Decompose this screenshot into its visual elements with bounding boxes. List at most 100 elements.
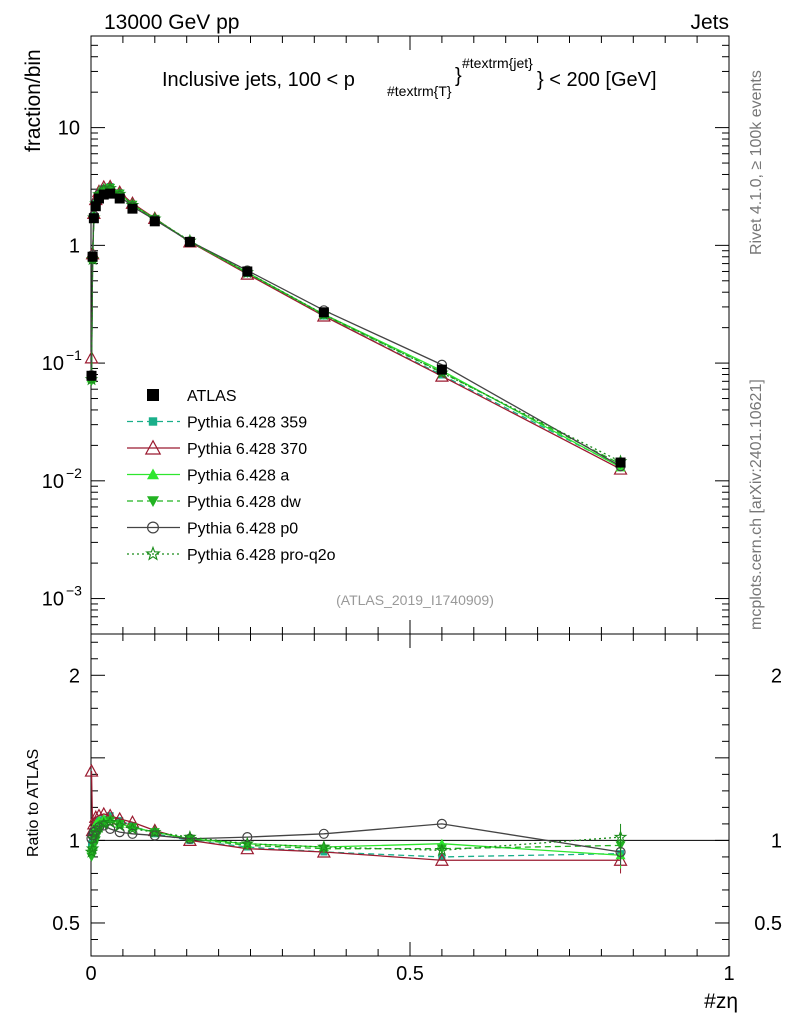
legend-label: Pythia 6.428 359 — [187, 415, 307, 432]
series-ratio-line — [90, 819, 621, 858]
x-tick-label: 0 — [85, 963, 96, 985]
axis-ticks — [90, 35, 730, 957]
y-axis-label: fraction/bin — [22, 49, 45, 152]
marker-triangle-down — [127, 823, 138, 833]
mcplots-label: mcplots.cern.ch [arXiv:2401.10621] — [748, 379, 765, 630]
chart-title: Inclusive jets, 100 < p — [162, 69, 355, 91]
y-tick-label: 10 — [42, 471, 64, 493]
legend-label: Pythia 6.428 dw — [187, 494, 301, 511]
marker-square — [438, 853, 446, 861]
marker-square — [148, 417, 158, 426]
ratio-tick-label-right: 0.5 — [754, 913, 782, 935]
series-4 — [86, 185, 626, 858]
data-point — [242, 266, 253, 277]
ratio-tick-label-left: 1 — [69, 830, 80, 852]
data-point — [184, 236, 195, 247]
series-2 — [86, 182, 626, 860]
y-tick-label: 10 — [42, 353, 64, 375]
atlas-data — [86, 188, 626, 468]
marker-triangle-open — [144, 439, 162, 455]
marker-star-open — [145, 545, 161, 561]
main-panel-frame — [90, 35, 730, 635]
legend-label: Pythia 6.428 p0 — [187, 521, 298, 538]
x-tick-label: 1 — [723, 963, 734, 985]
header-left-label: 13000 GeV pp — [104, 11, 239, 34]
legend-label: Pythia 6.428 pro-q2o — [187, 547, 336, 564]
marker-star-open — [317, 839, 331, 853]
marker-star-open — [85, 841, 100, 855]
legend-item: Pythia 6.428 pro-q2o — [127, 545, 336, 564]
series-1 — [84, 179, 628, 866]
marker-star-open — [92, 820, 106, 833]
chart-title-tail: } < 200 [GeV] — [537, 69, 657, 91]
marker-star-open — [183, 829, 197, 843]
chart-title-subscript: #textrm{T} — [387, 83, 452, 99]
marker-triangle-down — [147, 496, 159, 507]
marker-circle-open — [242, 832, 253, 843]
legend-label: Pythia 6.428 a — [187, 468, 289, 485]
marker-star-open — [112, 818, 127, 832]
marker-circle-open — [149, 830, 160, 841]
header-right-label: Jets — [690, 11, 729, 34]
chart-title-brace: } — [455, 65, 462, 87]
marker-triangle-down — [114, 819, 125, 829]
series-ratio-line — [90, 771, 621, 861]
data-point — [318, 307, 329, 318]
marker-star-open — [435, 843, 449, 857]
marker-triangle-down — [105, 816, 116, 826]
data-point — [98, 189, 109, 200]
data-point — [436, 364, 447, 375]
analysis-tag: (ATLAS_2019_I1740909) — [336, 592, 494, 608]
x-tick-label: 0.5 — [396, 963, 424, 985]
legend-label: ATLAS — [187, 388, 237, 405]
data-point — [87, 251, 98, 262]
data-point — [105, 188, 116, 199]
marker-star-open — [148, 825, 162, 838]
data-point — [114, 193, 125, 204]
data-point — [149, 216, 160, 227]
y-tick-label: 1 — [69, 235, 80, 257]
legend-item: ATLAS — [147, 388, 237, 405]
series-3 — [86, 183, 626, 862]
ratio-tick-label-left: 0.5 — [52, 913, 80, 935]
y-tick-label: 10 — [42, 589, 64, 611]
legend-label: Pythia 6.428 370 — [187, 441, 307, 458]
marker-star-open — [87, 831, 101, 845]
data-point — [615, 457, 626, 468]
marker-star-open — [240, 836, 255, 850]
data-point — [127, 203, 138, 214]
y-tick-label: 10 — [58, 118, 80, 140]
marker-circle-open — [147, 521, 160, 534]
marker-circle-open — [318, 828, 329, 839]
rivet-version-label: Rivet 4.1.0, ≥ 100k events — [748, 70, 765, 255]
marker-circle-open — [184, 833, 195, 844]
legend-item: Pythia 6.428 dw — [127, 494, 301, 511]
legend-item: Pythia 6.428 p0 — [127, 521, 298, 538]
marker-triangle-down — [436, 844, 447, 854]
ratio-y-axis-label: Ratio to ATLAS — [25, 749, 42, 857]
data-point — [88, 213, 99, 224]
series-layer — [84, 179, 729, 874]
series-5 — [84, 181, 628, 858]
marker-star-open — [103, 815, 117, 829]
series-0 — [88, 182, 625, 861]
y-tick-label-exponent: −1 — [66, 347, 82, 363]
legend: ATLAS Pythia 6.428 359 Pythia 6.428 370 Pyt… — [127, 388, 336, 564]
data-point — [86, 370, 97, 381]
data-point — [147, 389, 159, 401]
chart-title-superscript: #textrm{jet} — [462, 55, 533, 71]
chart-title-main: Inclusive jets, 100 < p — [162, 69, 355, 91]
legend-item: Pythia 6.428 370 — [127, 439, 307, 458]
x-axis-label: #zη — [704, 990, 738, 1013]
marker-triangle — [147, 468, 159, 480]
ratio-tick-label-right: 2 — [771, 665, 782, 687]
marker-triangle-open — [84, 763, 99, 777]
ratio-panel-frame — [90, 633, 730, 957]
y-tick-label-exponent: −3 — [66, 583, 82, 599]
data-point — [90, 201, 101, 212]
marker-triangle-open — [434, 852, 449, 866]
y-tick-label-exponent: −2 — [66, 465, 82, 481]
ratio-tick-label-left: 2 — [69, 665, 80, 687]
